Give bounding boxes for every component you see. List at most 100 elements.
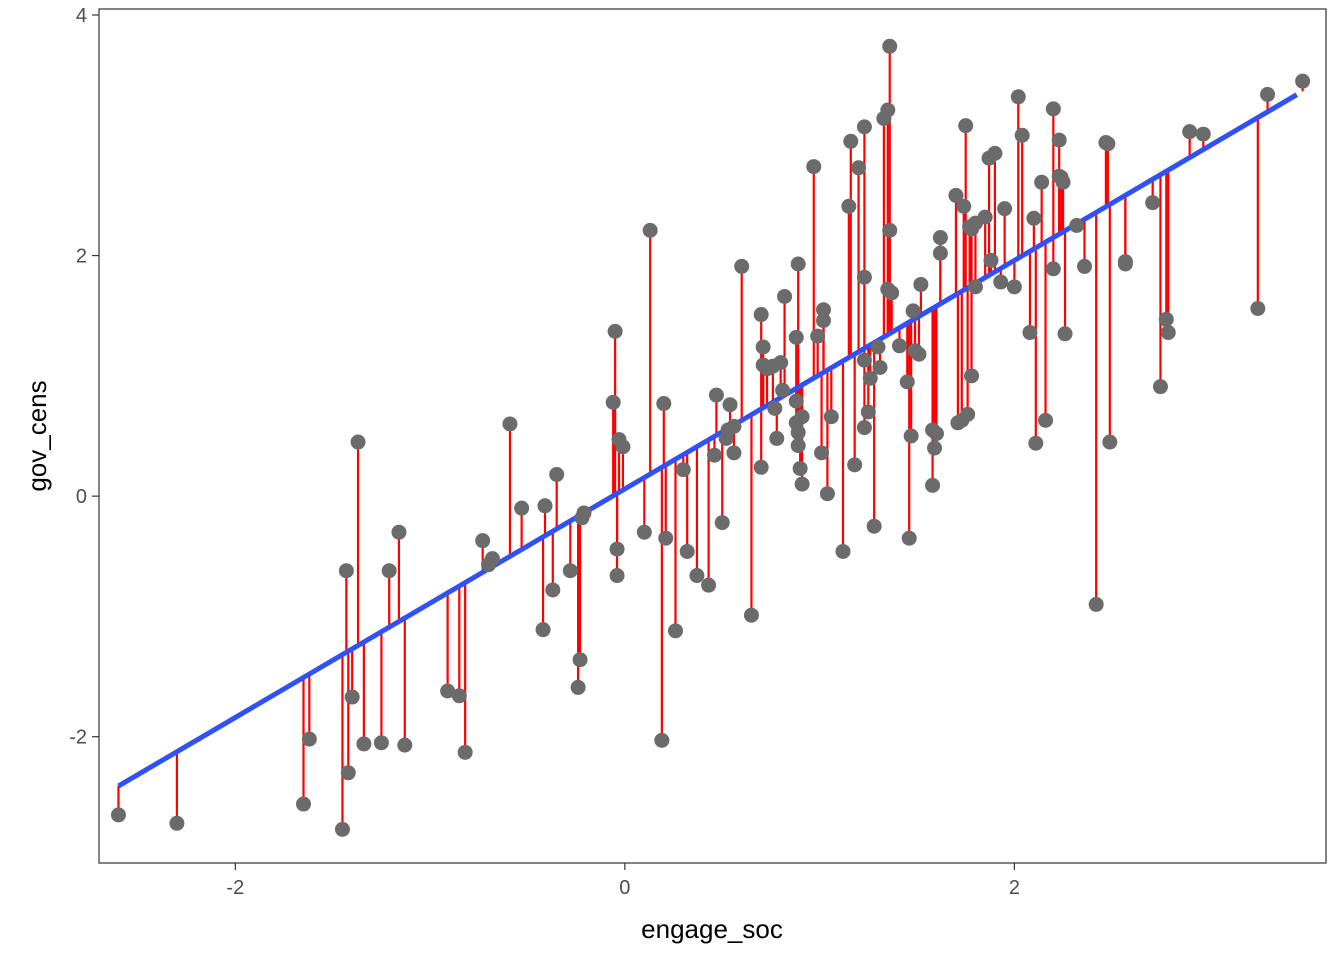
data-point [816, 313, 832, 329]
data-point [475, 533, 491, 549]
data-point [1158, 311, 1174, 327]
x-axis-title: engage_soc [641, 914, 783, 944]
data-point [1038, 412, 1054, 428]
data-point [535, 622, 551, 638]
data-point [1145, 195, 1161, 211]
data-point [790, 424, 806, 440]
data-point [1014, 127, 1030, 143]
data-point [819, 486, 835, 502]
data-point [457, 744, 473, 760]
data-point [911, 346, 927, 362]
data-point [882, 222, 898, 238]
data-point [605, 394, 621, 410]
y-tick-label: -2 [69, 727, 87, 749]
data-point [790, 256, 806, 272]
data-point [338, 563, 354, 579]
data-point [932, 230, 948, 246]
data-point [344, 689, 360, 705]
data-point [755, 339, 771, 355]
data-point [1117, 256, 1133, 272]
data-point [169, 815, 185, 831]
data-point [440, 683, 456, 699]
data-point [334, 821, 350, 837]
y-axis-title: gov_cens [22, 380, 52, 491]
data-point [1057, 326, 1073, 342]
data-point [958, 118, 974, 134]
data-point [397, 737, 413, 753]
data-point [1028, 435, 1044, 451]
data-point [1022, 325, 1038, 341]
data-point [856, 269, 872, 285]
data-point [609, 541, 625, 557]
data-point [905, 303, 921, 319]
data-point [967, 279, 983, 295]
data-point [928, 426, 944, 442]
data-point [537, 498, 553, 514]
data-point [1102, 434, 1118, 450]
data-point [841, 198, 857, 214]
data-point [1100, 136, 1116, 152]
data-point [997, 201, 1013, 217]
data-point [769, 430, 785, 446]
data-point [549, 466, 565, 482]
data-point [794, 409, 810, 425]
data-point [636, 524, 652, 540]
data-point [987, 145, 1003, 161]
data-point [932, 245, 948, 261]
data-point [847, 457, 863, 473]
data-point [860, 404, 876, 420]
data-point [792, 460, 808, 476]
data-point [862, 370, 878, 386]
x-tick-label: 0 [619, 877, 630, 899]
data-point [884, 285, 900, 301]
data-point [1152, 379, 1168, 395]
x-tick-label: 2 [1009, 877, 1020, 899]
data-point [977, 209, 993, 225]
data-point [891, 338, 907, 354]
data-point [882, 38, 898, 54]
data-point [903, 428, 919, 444]
data-point [373, 735, 389, 751]
data-point [810, 328, 826, 344]
data-point [1069, 218, 1085, 234]
data-point [814, 445, 830, 461]
x-axis: -2 0 2 [226, 863, 1020, 899]
y-tick-label: 0 [76, 486, 87, 508]
data-point [1051, 132, 1067, 148]
data-point [340, 765, 356, 781]
data-point [689, 568, 705, 584]
data-point [502, 416, 518, 432]
data-point [654, 732, 670, 748]
data-point [823, 409, 839, 425]
data-point [913, 276, 929, 292]
data-point [110, 807, 126, 823]
data-point [1034, 174, 1050, 190]
data-point [899, 374, 915, 390]
regression-line [117, 92, 1299, 789]
data-point [734, 258, 750, 274]
data-point [609, 568, 625, 584]
data-point [1250, 301, 1266, 317]
panel-border [98, 8, 1327, 864]
data-point [726, 418, 742, 434]
data-point [391, 524, 407, 540]
data-point [296, 796, 311, 812]
data-point [381, 563, 397, 579]
data-point [964, 368, 980, 384]
data-point [301, 731, 317, 747]
data-point [927, 440, 943, 456]
data-point [1182, 124, 1198, 140]
data-point [788, 393, 804, 409]
data-point [925, 477, 941, 493]
y-tick-label: 4 [76, 5, 87, 27]
data-point [615, 439, 631, 455]
data-point [642, 222, 658, 238]
x-tick-label: -2 [226, 877, 244, 899]
data-point [1006, 279, 1022, 295]
data-point [901, 530, 917, 546]
data-point [708, 387, 724, 403]
data-point [1010, 89, 1026, 105]
residual-lines [117, 46, 1304, 830]
y-axis: -2 0 2 4 [69, 5, 99, 749]
data-point [545, 582, 561, 598]
